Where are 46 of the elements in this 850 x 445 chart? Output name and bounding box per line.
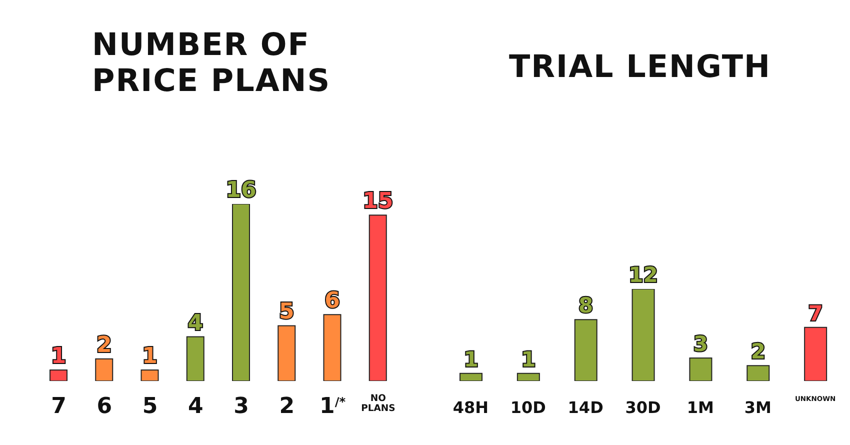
x-tick-label: 2 [279, 394, 295, 419]
data-label: 7 [808, 301, 823, 326]
bar [323, 314, 342, 381]
x-tick-label: 14D [568, 398, 604, 417]
data-label: 3 [693, 332, 708, 356]
x-tick-label: 30D [625, 398, 661, 417]
bar [368, 214, 387, 381]
bar [95, 358, 114, 381]
bar [460, 372, 482, 381]
chart-title: TRIAL LENGTH [508, 49, 772, 86]
x-tick-label: 6 [96, 394, 112, 419]
data-label: 15 [362, 189, 394, 214]
data-label: 8 [578, 294, 594, 318]
x-tick-label: 5 [142, 394, 158, 419]
x-tick-label: 4 [188, 394, 204, 419]
bar [278, 325, 296, 381]
chart-title: NUMBER OF PRICE PLANS [92, 27, 332, 100]
data-label: 1 [464, 347, 478, 372]
bar [186, 336, 204, 381]
bar [232, 204, 250, 381]
data-label: 2 [750, 340, 766, 364]
bar [804, 326, 828, 381]
x-tick-label: 3 [234, 394, 249, 419]
x-tick-label: 1$^{/*}$ [320, 394, 346, 419]
x-tick-label: 10D [510, 398, 546, 417]
data-label: 1 [142, 344, 158, 369]
x-tick-label: 3M [744, 398, 772, 417]
data-label: 1 [521, 347, 536, 372]
x-tick-label: 48H [452, 398, 489, 417]
x-tick-label: NO PLANS [361, 393, 396, 414]
data-label: 4 [188, 310, 204, 336]
data-label: 1 [50, 344, 66, 369]
bar [746, 365, 770, 381]
bar [574, 319, 598, 381]
bar [50, 369, 68, 381]
bar [689, 358, 712, 381]
data-label: 6 [324, 288, 340, 314]
bar [140, 369, 159, 381]
data-label: 12 [628, 263, 658, 287]
data-label: 16 [226, 178, 256, 203]
data-label: 2 [96, 332, 112, 358]
x-tick-label: 7 [51, 394, 66, 419]
data-label: 5 [278, 300, 294, 325]
bar [632, 289, 655, 381]
x-tick-label: 1M [686, 398, 714, 417]
bar [516, 372, 540, 381]
